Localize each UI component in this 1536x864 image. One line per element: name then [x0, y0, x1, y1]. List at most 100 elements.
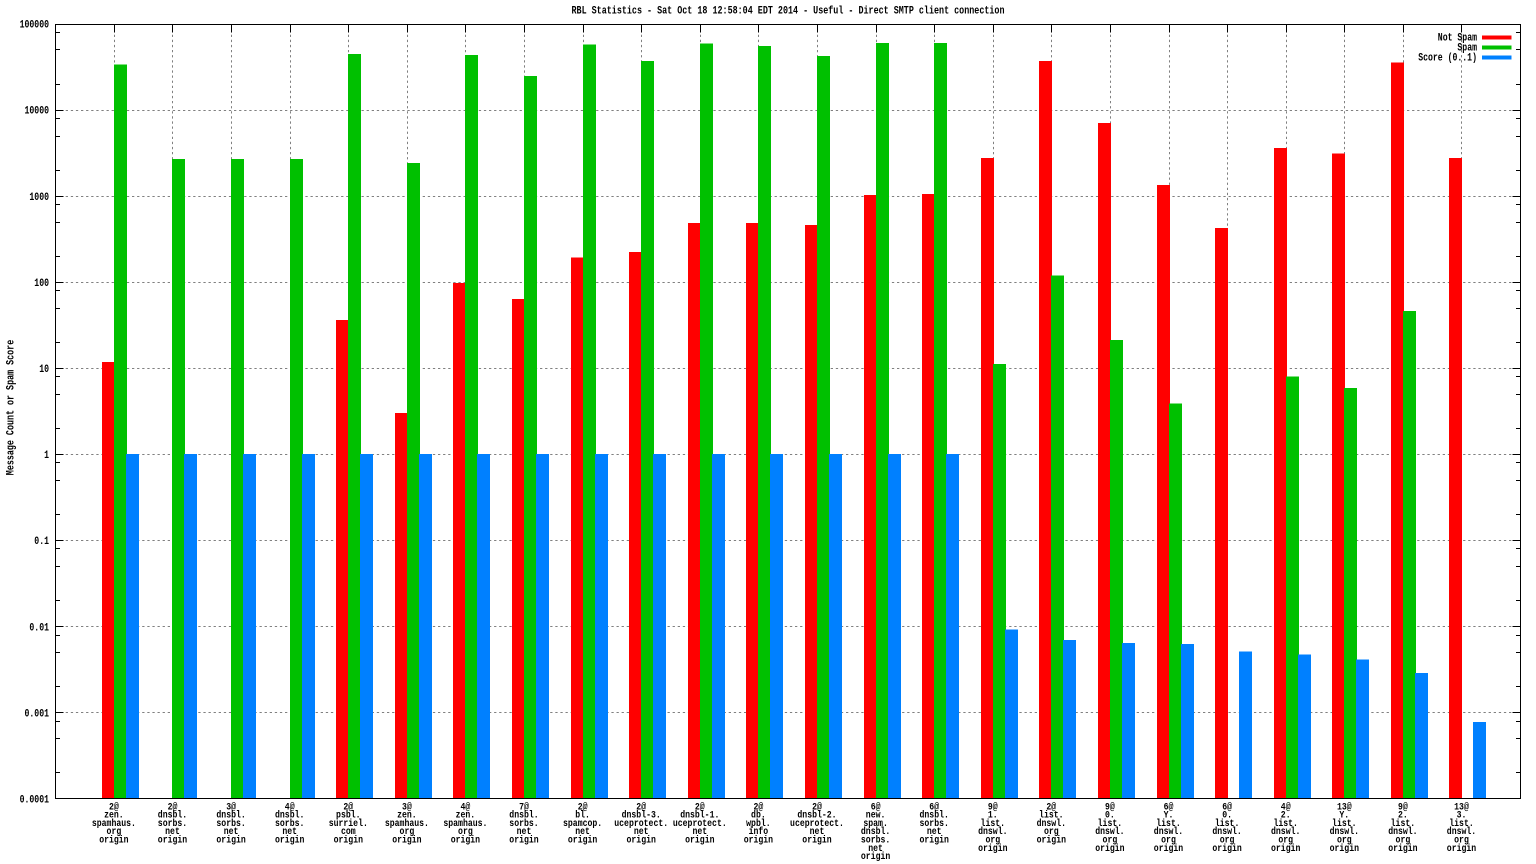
svg-text:net: net	[634, 827, 649, 838]
svg-text:dnswl.: dnswl.	[1095, 826, 1124, 838]
svg-text:10000: 10000	[25, 106, 50, 118]
svg-text:spam.: spam.	[863, 819, 888, 830]
svg-text:origin: origin	[1330, 843, 1359, 855]
svg-text:org: org	[1278, 836, 1293, 847]
svg-text:Score (0..1): Score (0..1)	[1418, 52, 1477, 64]
svg-text:net: net	[224, 827, 239, 838]
svg-text:uceprotect.: uceprotect.	[673, 819, 727, 830]
svg-text:org: org	[1396, 836, 1411, 847]
svg-text:net: net	[692, 827, 707, 838]
svg-text:origin: origin	[1447, 843, 1476, 855]
svg-text:10: 10	[39, 364, 49, 376]
svg-text:1.: 1.	[988, 811, 998, 822]
svg-text:2.: 2.	[1398, 811, 1408, 822]
svg-text:Spam: Spam	[1457, 42, 1477, 54]
svg-text:Y.: Y.	[1339, 811, 1349, 822]
svg-text:2@: 2@	[1046, 801, 1056, 813]
svg-text:org: org	[1220, 836, 1235, 847]
svg-text:org: org	[1454, 836, 1469, 847]
svg-text:9@: 9@	[988, 801, 998, 813]
svg-text:net: net	[282, 827, 297, 838]
svg-text:surriel.: surriel.	[329, 818, 368, 830]
svg-text:list.: list.	[981, 818, 1006, 830]
svg-text:dnsbl.: dnsbl.	[509, 810, 538, 822]
svg-text:spamhaus.: spamhaus.	[92, 818, 136, 830]
svg-text:origin: origin	[334, 835, 363, 847]
svg-text:spamhaus.: spamhaus.	[443, 818, 487, 830]
svg-text:dnswl.: dnswl.	[1037, 818, 1066, 830]
svg-text:2@: 2@	[636, 801, 646, 813]
svg-text:list.: list.	[1391, 818, 1416, 830]
svg-text:list.: list.	[1098, 818, 1123, 830]
svg-text:net: net	[575, 827, 590, 838]
svg-text:origin: origin	[275, 835, 304, 847]
svg-text:0.001: 0.001	[25, 708, 50, 720]
svg-text:3@: 3@	[402, 801, 412, 813]
svg-text:dnsbl.: dnsbl.	[275, 810, 304, 822]
svg-text:0.: 0.	[1222, 811, 1232, 822]
svg-text:6@: 6@	[871, 801, 881, 813]
svg-text:dnsbl.: dnsbl.	[216, 810, 245, 822]
svg-text:13@: 13@	[1454, 801, 1469, 813]
svg-text:origin: origin	[216, 835, 245, 847]
svg-text:net: net	[868, 844, 883, 855]
svg-text:sorbs.: sorbs.	[158, 818, 187, 830]
svg-text:origin: origin	[1154, 843, 1183, 855]
svg-text:RBL Statistics - Sat Oct 18 12: RBL Statistics - Sat Oct 18 12:58:04 EDT…	[572, 6, 1005, 18]
svg-text:origin: origin	[1271, 843, 1300, 855]
svg-text:new.: new.	[866, 811, 886, 822]
svg-text:2@: 2@	[578, 801, 588, 813]
svg-text:1000: 1000	[29, 192, 49, 204]
svg-text:sorbs.: sorbs.	[920, 818, 949, 830]
svg-text:3@: 3@	[226, 801, 236, 813]
svg-text:3.: 3.	[1457, 811, 1467, 822]
svg-text:sorbs.: sorbs.	[216, 818, 245, 830]
svg-text:100: 100	[34, 278, 49, 290]
svg-text:list.: list.	[1039, 810, 1064, 822]
svg-text:Y.: Y.	[1164, 811, 1174, 822]
svg-text:2@: 2@	[168, 801, 178, 813]
svg-text:list.: list.	[1449, 818, 1474, 830]
svg-text:org: org	[1337, 836, 1352, 847]
svg-text:origin: origin	[509, 835, 538, 847]
svg-text:0.: 0.	[1105, 811, 1115, 822]
svg-text:list.: list.	[1156, 818, 1181, 830]
svg-text:info: info	[749, 826, 769, 838]
svg-text:2@: 2@	[695, 801, 705, 813]
svg-text:net: net	[165, 827, 180, 838]
svg-text:2.: 2.	[1281, 811, 1291, 822]
svg-text:list.: list.	[1215, 818, 1240, 830]
svg-text:origin: origin	[568, 835, 597, 847]
svg-text:100000: 100000	[20, 20, 49, 32]
svg-text:origin: origin	[627, 835, 656, 847]
svg-text:dnswl.: dnswl.	[1212, 826, 1241, 838]
svg-text:origin: origin	[920, 835, 949, 847]
svg-text:dnsbl.: dnsbl.	[158, 810, 187, 822]
svg-text:list.: list.	[1332, 818, 1357, 830]
svg-text:list.: list.	[1273, 818, 1298, 830]
svg-text:origin: origin	[861, 851, 890, 863]
svg-text:dnsbl.: dnsbl.	[861, 826, 890, 838]
svg-text:org: org	[107, 827, 122, 838]
svg-text:com: com	[341, 827, 356, 838]
svg-text:org: org	[1103, 836, 1118, 847]
svg-text:6@: 6@	[1164, 801, 1174, 813]
svg-text:dnsbl-3.: dnsbl-3.	[622, 810, 661, 822]
svg-text:uceprotect.: uceprotect.	[790, 819, 844, 830]
svg-text:psbl.: psbl.	[336, 810, 361, 822]
svg-text:7@: 7@	[519, 801, 529, 813]
svg-text:origin: origin	[158, 835, 187, 847]
svg-text:org: org	[1044, 827, 1059, 838]
svg-text:spamhaus.: spamhaus.	[385, 818, 429, 830]
svg-text:4@: 4@	[461, 801, 471, 813]
svg-text:org: org	[1161, 836, 1176, 847]
svg-text:net: net	[927, 827, 942, 838]
svg-text:2@: 2@	[754, 801, 764, 813]
svg-text:1: 1	[44, 450, 49, 462]
svg-text:origin: origin	[802, 835, 831, 847]
svg-text:Message Count or Spam Score: Message Count or Spam Score	[6, 340, 18, 476]
svg-text:0.01: 0.01	[29, 622, 49, 634]
svg-text:origin: origin	[1212, 843, 1241, 855]
svg-text:9@: 9@	[1105, 801, 1115, 813]
svg-text:spamcop.: spamcop.	[563, 819, 602, 830]
